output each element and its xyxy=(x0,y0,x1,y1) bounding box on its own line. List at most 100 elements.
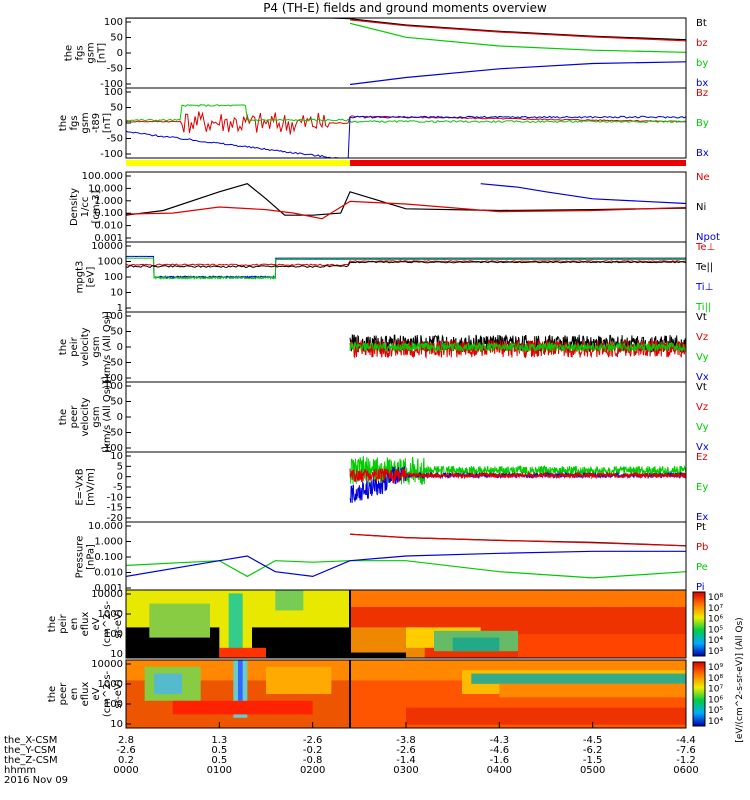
ylabel-line: gsm xyxy=(80,112,91,133)
ylabel-line: fgs xyxy=(75,45,86,60)
ytick-label: -5 xyxy=(113,482,123,493)
ytick-label: 0 xyxy=(117,472,123,483)
xaxis-value: -2.6 xyxy=(396,745,416,756)
ylabel-line: eV xyxy=(91,617,102,630)
xaxis-date: 2016 Nov 09 xyxy=(4,775,68,786)
legend-Npot: Npot xyxy=(696,232,720,243)
series-bx xyxy=(349,61,686,86)
ytick-label: 1.000 xyxy=(94,537,123,548)
spectrogram-block xyxy=(149,603,210,638)
ytick-label: 100 xyxy=(104,272,123,283)
xaxis-value: -1.4 xyxy=(396,755,416,766)
legend-Ti||: Ti|| xyxy=(695,302,711,313)
series-Bt xyxy=(126,18,686,41)
ytick-label: 100 xyxy=(104,381,123,392)
ytick-label: 10 xyxy=(110,649,123,660)
ylabel-line: [km/s (All Qs)] xyxy=(102,381,113,453)
ylabel-group: E=-VxB [mV/m] xyxy=(75,468,97,506)
ytick-label: 0 xyxy=(117,412,123,423)
ytick-label: 0 xyxy=(117,342,123,353)
xaxis-value: 0400 xyxy=(487,765,512,776)
ytick-label: -100 xyxy=(100,373,123,384)
trace-Ey xyxy=(349,455,686,485)
xaxis-value: -2.6 xyxy=(303,735,323,746)
colorbar-top-tick: 10⁵ xyxy=(708,625,723,635)
ylabel-line: sr-eV) xyxy=(113,609,124,638)
ytick-label: 10 xyxy=(110,288,123,299)
ylabel-line: (cm^2-s- xyxy=(102,670,113,717)
ytick-label: -10 xyxy=(107,492,123,503)
ylabel-group: mpgt3 [eV] xyxy=(75,261,97,294)
ylabel-line: [km/s (All Qs)] xyxy=(102,311,113,383)
ytick-label: 0.001 xyxy=(94,233,123,244)
ylabel-line: peer xyxy=(69,405,80,429)
legend-Vx: Vx xyxy=(696,442,709,453)
xaxis-value: -7.6 xyxy=(676,745,696,756)
spectrogram-block xyxy=(471,673,686,684)
ytick-label: 0.010 xyxy=(94,221,123,232)
xaxis-value: -0.8 xyxy=(303,755,323,766)
legend-Pe: Pe xyxy=(696,562,708,573)
ylabel-line: the xyxy=(58,409,69,425)
ylabel-line: peir xyxy=(58,613,69,633)
spectrogram-block xyxy=(275,590,304,611)
ytick-label: -50 xyxy=(107,428,123,439)
ylabel-line: en xyxy=(69,688,80,701)
xaxis-value: -3.8 xyxy=(396,735,416,746)
legend-Vx: Vx xyxy=(696,372,709,383)
ylabel-line: the xyxy=(58,339,69,355)
legend-Pi: Pi xyxy=(696,582,705,593)
colorbar-top xyxy=(692,591,706,657)
ylabel-line: mpgt3 xyxy=(75,261,86,294)
legend-Vt: Vt xyxy=(696,312,707,323)
spectrogram-block xyxy=(452,637,500,652)
colorbar-bottom-tick: 10⁹ xyxy=(708,663,723,673)
xaxis-row-label: the_Y-CSM xyxy=(4,745,56,756)
ytick-label: -100 xyxy=(100,79,123,90)
legend-Ne: Ne xyxy=(696,172,710,183)
ytick-label: 1.000 xyxy=(94,196,123,207)
ylabel-line: (cm^2-s- xyxy=(102,600,113,647)
ylabel-line: the xyxy=(47,686,58,702)
series-Pb xyxy=(349,533,686,547)
ylabel-line: en xyxy=(69,618,80,631)
xaxis-value: 2.8 xyxy=(118,735,134,746)
series-Ne xyxy=(126,200,686,220)
ytick-label: 50 xyxy=(110,33,123,44)
xaxis-value: 0000 xyxy=(113,765,138,776)
colorbar-top-tick: 10³ xyxy=(708,647,723,657)
state-bar-yellow xyxy=(126,160,350,166)
trace-Ti-par xyxy=(126,257,686,281)
legend-Vy: Vy xyxy=(696,422,709,433)
xaxis-row-label: hhmm xyxy=(4,765,36,776)
ylabel-line: [eV] xyxy=(86,267,97,288)
spectrogram-block xyxy=(238,660,243,701)
xaxis-row-label: the_Z-CSM xyxy=(4,755,58,766)
trace-Te-perp xyxy=(126,260,686,267)
legend-by: by xyxy=(696,58,708,69)
spectrogram-block xyxy=(350,590,686,607)
series-by xyxy=(349,22,686,53)
xaxis-value: -4.3 xyxy=(490,735,510,746)
legend-Vy: Vy xyxy=(696,352,709,363)
trace-Bz xyxy=(126,111,686,135)
ytick-label: 10 xyxy=(110,451,123,462)
ytick-label: 10000 xyxy=(91,589,123,600)
ytick-label: 10.000 xyxy=(88,183,123,194)
xaxis-value: 0100 xyxy=(207,765,232,776)
panel-frame xyxy=(125,589,687,659)
ytick-label: 1 xyxy=(117,303,123,314)
xaxis-value: -4.4 xyxy=(676,735,696,746)
legend-Ez: Ez xyxy=(696,452,708,463)
x-axis-labels: the_X-CSM 2.8 1.3 -2.6 -3.8 -4.3 -4.5 -4.4the_Y… xyxy=(4,722,699,786)
ylabel-line: peir xyxy=(69,336,80,356)
ylabel-group: the fgs gsm -t89 [nT] xyxy=(58,112,113,133)
legend-Bx: Bx xyxy=(696,148,709,159)
ylabel-line: Density xyxy=(69,188,80,226)
trace-By xyxy=(126,104,686,124)
ytick-label: 0 xyxy=(117,48,123,59)
colorbar-bottom-tick: 10⁷ xyxy=(708,685,723,695)
colorbar-bottom-tick: 10⁴ xyxy=(708,717,723,727)
ytick-label: -100 xyxy=(100,443,123,454)
